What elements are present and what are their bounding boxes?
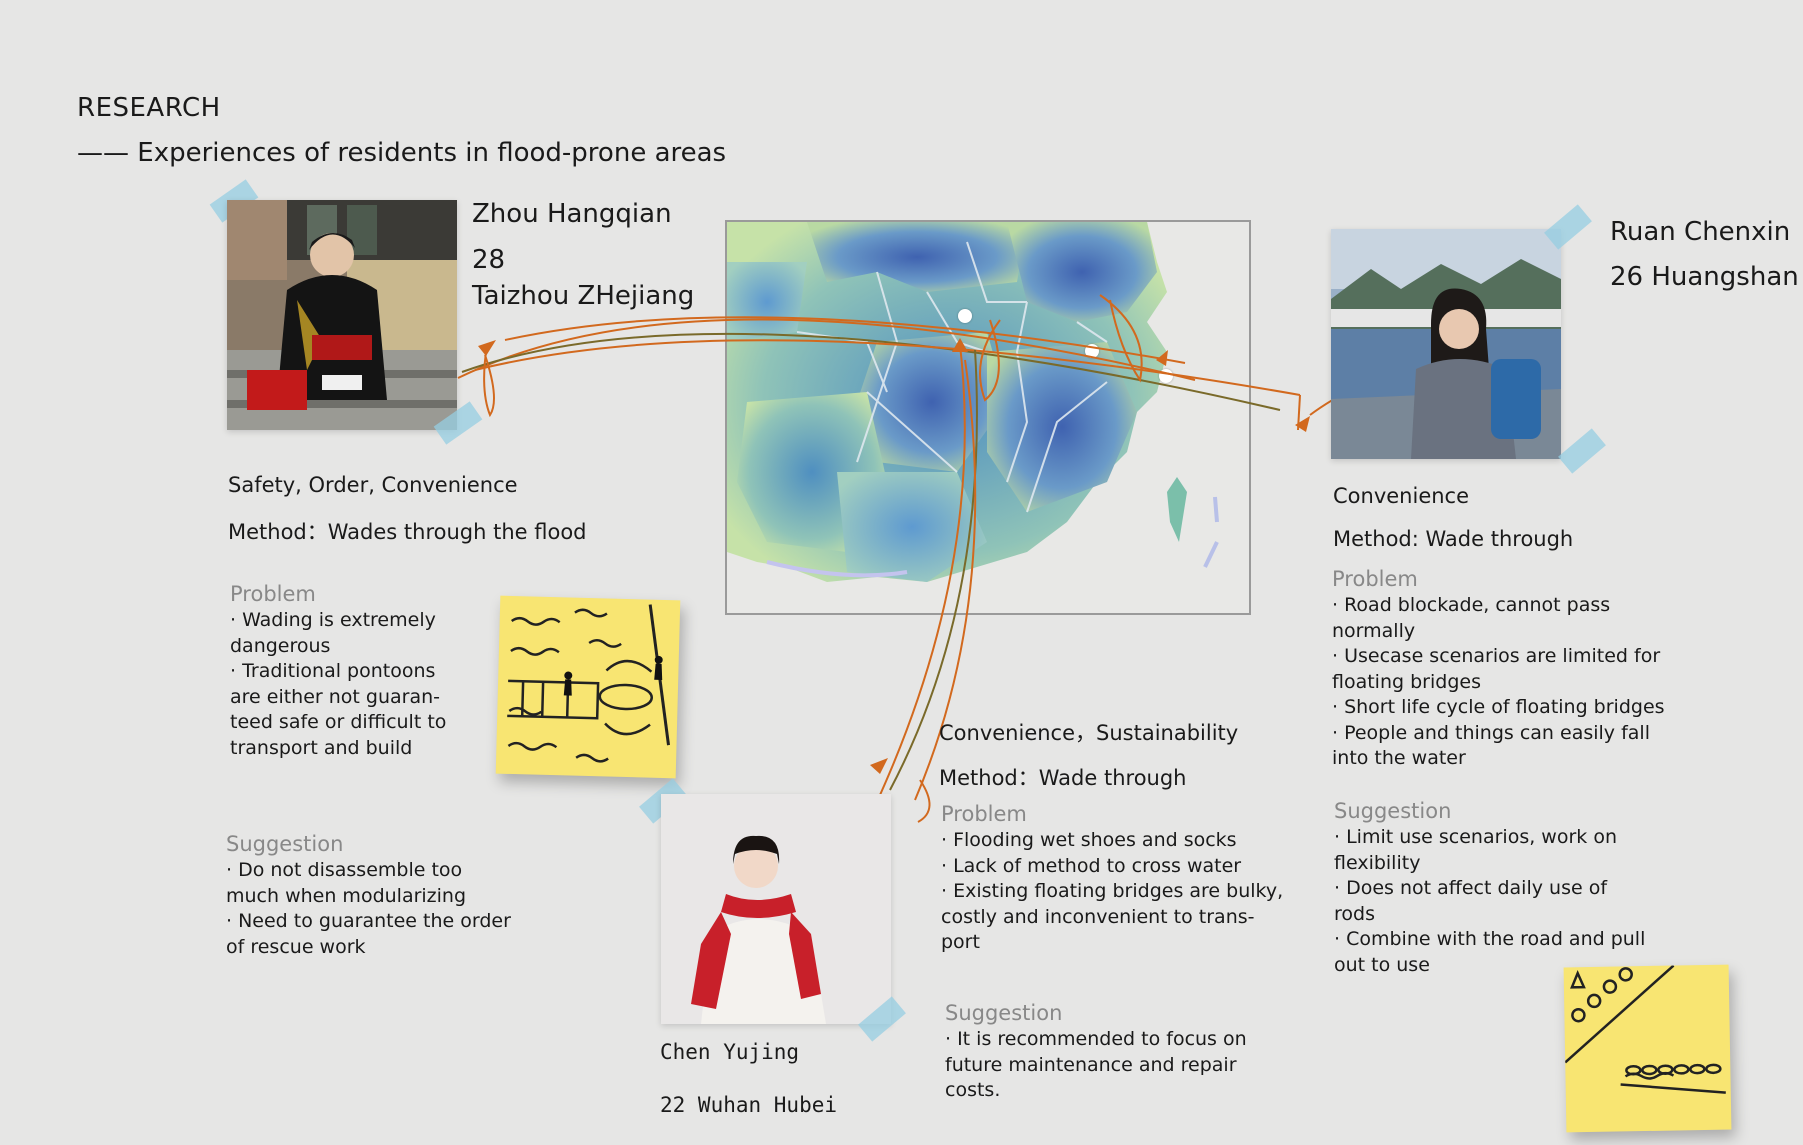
suggestion-list: · Do not disassemble too much when modul… xyxy=(226,858,511,960)
sticky-note-bridge xyxy=(1563,964,1732,1133)
person-age: 28 xyxy=(472,245,506,275)
list-item: of rescue work xyxy=(226,935,366,958)
suggestion-heading: Suggestion xyxy=(945,1001,1063,1025)
list-item: · Limit use scenarios, work on xyxy=(1334,826,1617,848)
list-item: teed safe or difficult to xyxy=(230,711,447,733)
list-item: · Lack of method to cross water xyxy=(941,854,1242,877)
suggestion-heading: Suggestion xyxy=(1334,799,1452,823)
keywords: Convenience，Sustainability xyxy=(939,721,1239,745)
list-item: transport and build xyxy=(230,736,413,759)
suggestion-heading: Suggestion xyxy=(226,832,344,856)
suggestion-list: · Limit use scenarios, work on flexibili… xyxy=(1334,825,1645,978)
list-item: · Traditional pontoons xyxy=(230,660,436,682)
list-item: · Short life cycle of floating bridges xyxy=(1332,696,1665,718)
page-subtitle: —— Experiences of residents in flood-pro… xyxy=(77,138,727,168)
problem-block: Problem · Flooding wet shoes and socks ·… xyxy=(941,802,1283,956)
list-item: much when modularizing xyxy=(226,884,467,907)
list-item: into the water xyxy=(1332,747,1466,769)
problem-list: · Road blockade, cannot pass normally · … xyxy=(1332,593,1665,772)
list-item: · Combine with the road and pull xyxy=(1334,928,1646,950)
list-item: normally xyxy=(1332,619,1416,642)
list-item: · Wading is extremely xyxy=(230,609,436,631)
list-item: are either not guaran- xyxy=(230,685,441,708)
method: Method：Wades through the flood xyxy=(228,520,587,544)
list-item: · Do not disassemble too xyxy=(226,859,463,881)
problem-list: · Flooding wet shoes and socks · Lack of… xyxy=(941,828,1283,956)
problem-block: Problem · Road blockade, cannot pass nor… xyxy=(1332,567,1665,772)
list-item: · Existing floating bridges are bulky, xyxy=(941,880,1284,902)
list-item: · Need to guarantee the order xyxy=(226,910,511,932)
list-item: port xyxy=(941,931,980,953)
person-photo-icon xyxy=(1331,229,1561,459)
list-item: floating bridges xyxy=(1332,670,1481,693)
bridge-sketch-icon xyxy=(1564,964,1726,1094)
problem-block: Problem · Wading is extremely dangerous … xyxy=(230,582,446,761)
person-photo-icon xyxy=(227,200,457,430)
method: Method：Wade through xyxy=(939,766,1187,790)
list-item: flexibility xyxy=(1334,851,1421,874)
suggestion-block: Suggestion · Do not disassemble too much… xyxy=(226,832,511,960)
china-map xyxy=(725,220,1251,615)
map-marker-wuhan xyxy=(958,309,972,323)
list-item: costly and inconvenient to trans- xyxy=(941,905,1255,928)
page-title: RESEARCH xyxy=(77,93,221,123)
suggestion-list: · It is recommended to focus on future m… xyxy=(945,1027,1247,1104)
person-photo-zhou xyxy=(227,200,457,430)
person-age-location: 26 Huangshan xyxy=(1610,262,1799,292)
method: Method: Wade through xyxy=(1333,527,1574,551)
list-item: out to use xyxy=(1334,953,1430,976)
person-name: Ruan Chenxin xyxy=(1610,217,1791,247)
problem-list: · Wading is extremely dangerous · Tradit… xyxy=(230,608,446,761)
person-photo-ruan xyxy=(1331,229,1561,459)
keywords: Convenience xyxy=(1333,484,1470,508)
list-item: · It is recommended to focus on xyxy=(945,1028,1247,1050)
sticky-note-flood xyxy=(495,595,681,779)
person-photo-icon xyxy=(661,794,891,1024)
keywords: Safety, Order, Convenience xyxy=(228,473,518,497)
list-item: costs. xyxy=(945,1079,1001,1101)
list-item: · Does not affect daily use of xyxy=(1334,877,1608,899)
person-age-location: 22 Wuhan Hubei xyxy=(660,1093,838,1117)
list-item: · People and things can easily fall xyxy=(1332,721,1650,744)
person-name: Zhou Hangqian xyxy=(472,199,672,229)
problem-heading: Problem xyxy=(1332,567,1418,591)
person-name: Chen Yujing xyxy=(660,1040,800,1064)
flood-sketch-icon xyxy=(507,604,670,763)
problem-heading: Problem xyxy=(230,582,316,606)
list-item: dangerous xyxy=(230,634,331,657)
list-item: future maintenance and repair xyxy=(945,1053,1237,1076)
list-item: rods xyxy=(1334,902,1375,925)
suggestion-block: Suggestion · Limit use scenarios, work o… xyxy=(1334,799,1645,978)
map-icon xyxy=(727,222,1219,582)
problem-heading: Problem xyxy=(941,802,1027,826)
person-photo-chen xyxy=(661,794,891,1024)
list-item: · Road blockade, cannot pass xyxy=(1332,594,1611,616)
person-location: Taizhou ZHejiang xyxy=(472,281,695,311)
list-item: · Flooding wet shoes and socks xyxy=(941,829,1237,851)
list-item: · Usecase scenarios are limited for xyxy=(1332,645,1661,667)
suggestion-block: Suggestion · It is recommended to focus … xyxy=(945,1001,1247,1104)
